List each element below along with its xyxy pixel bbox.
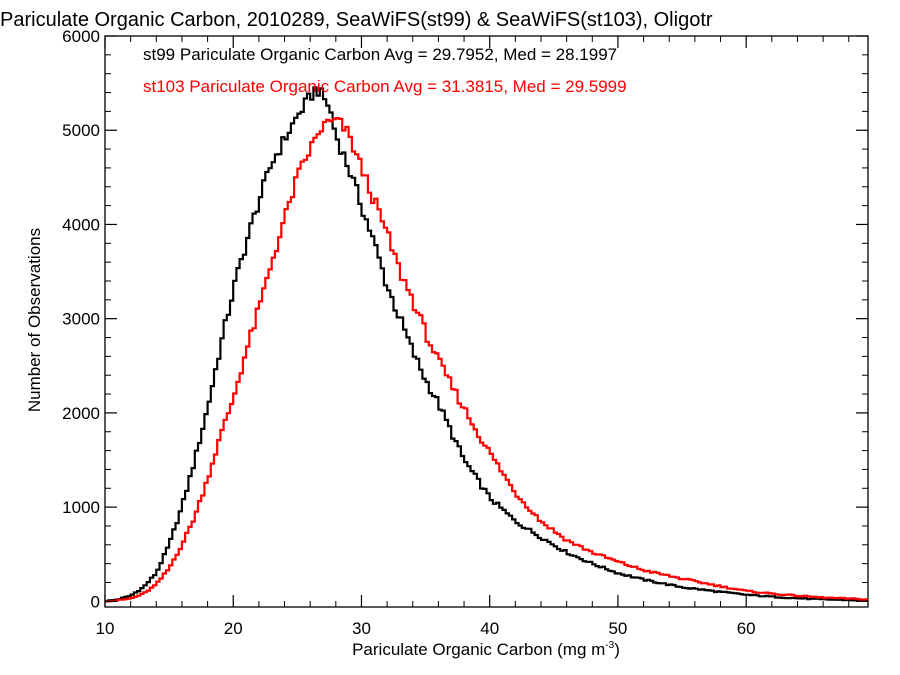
chart-title: Pariculate Organic Carbon, 2010289, SeaW… [0,9,713,31]
x-tick-label: 60 [737,619,756,638]
series-line-st103 [105,117,868,603]
x-tick-label: 20 [224,619,243,638]
series-layer [105,86,868,603]
x-tick-label: 10 [96,619,115,638]
y-tick-label: 0 [91,592,100,611]
x-tick-label: 40 [480,619,499,638]
x-tick-label: 50 [608,619,627,638]
x-axis-ticks: 10 20 30 40 50 60 [96,36,850,638]
y-axis-ticks: 0 1000 2000 3000 4000 5000 6000 [62,27,868,611]
y-tick-label: 1000 [62,498,100,517]
x-tick-label: 30 [352,619,371,638]
x-axis-label-main: Pariculate Organic Carbon (mg m [352,640,605,659]
x-axis-label-superscript: -3 [605,640,614,651]
plot-frame [104,35,869,608]
x-axis-label-close: ) [614,640,620,659]
plot-border [104,35,869,608]
x-axis-label: Pariculate Organic Carbon (mg m-3) [352,640,620,659]
series-line-st99 [105,86,868,603]
y-tick-label: 4000 [62,215,100,234]
y-tick-label: 2000 [62,404,100,423]
y-tick-label: 3000 [62,310,100,329]
y-axis-label: Number of Observations [25,228,44,412]
y-tick-label: 6000 [62,27,100,46]
legend-entry-st103: st103 Pariculate Organic Carbon Avg = 31… [143,77,627,96]
y-tick-label: 5000 [62,121,100,140]
legend-entry-st99: st99 Pariculate Organic Carbon Avg = 29.… [143,45,617,64]
